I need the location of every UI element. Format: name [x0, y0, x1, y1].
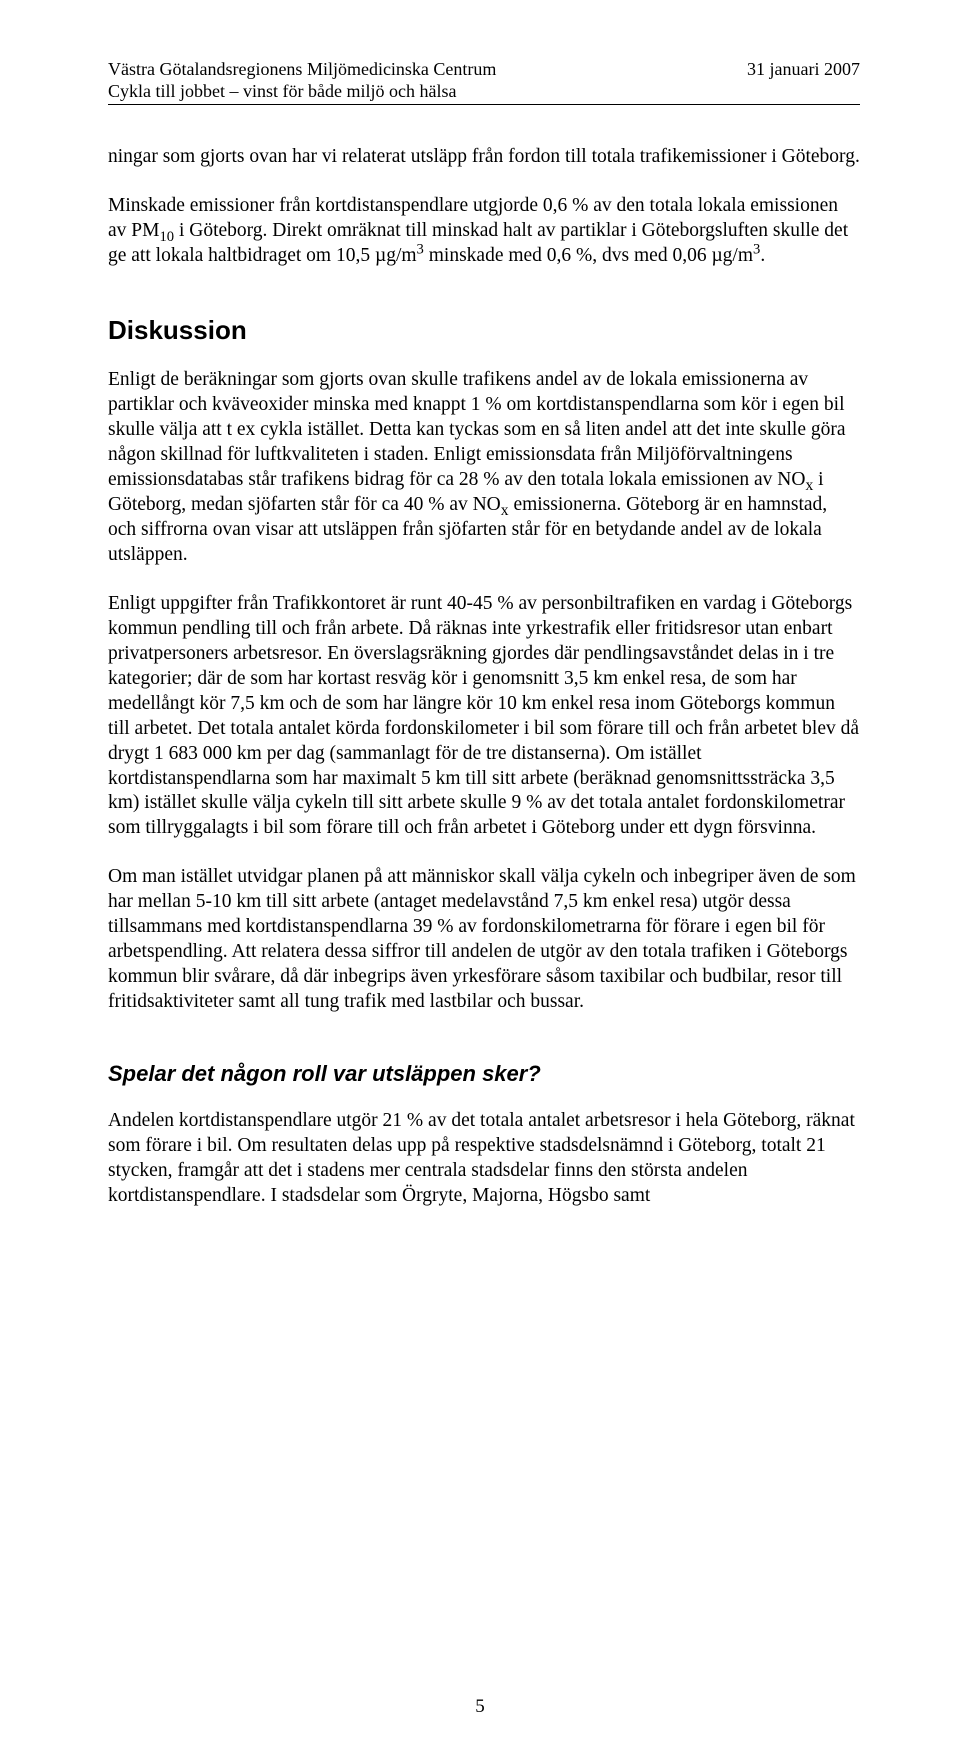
header-date: 31 januari 2007 [747, 58, 860, 81]
heading-spelar: Spelar det någon roll var utsläppen sker… [108, 1061, 860, 1087]
page: Västra Götalandsregionens Miljömedicinsk… [0, 0, 960, 1753]
paragraph-2: Minskade emissioner från kortdistanspend… [108, 194, 860, 269]
header-org: Västra Götalandsregionens Miljömedicinsk… [108, 58, 496, 81]
header-subtitle: Cykla till jobbet – vinst för både miljö… [108, 81, 860, 105]
paragraph-3: Enligt de beräkningar som gjorts ovan sk… [108, 368, 860, 568]
subscript-10: 10 [159, 229, 174, 245]
paragraph-6: Andelen kortdistanspendlare utgör 21 % a… [108, 1109, 860, 1209]
heading-diskussion: Diskussion [108, 315, 860, 346]
p3-fragment-a: Enligt de beräkningar som gjorts ovan sk… [108, 369, 846, 490]
page-header-row: Västra Götalandsregionens Miljömedicinsk… [108, 58, 860, 81]
p2-fragment-c: minskade med 0,6 %, dvs med 0,06 µg/m [424, 245, 753, 266]
paragraph-1: ningar som gjorts ovan har vi relaterat … [108, 145, 860, 170]
paragraph-5: Om man istället utvidgar planen på att m… [108, 865, 860, 1015]
paragraph-4: Enligt uppgifter från Trafikkontoret är … [108, 592, 860, 842]
superscript-3: 3 [417, 242, 424, 258]
page-number: 5 [0, 1696, 960, 1718]
p2-fragment-d: . [760, 245, 765, 266]
subscript-x: x [501, 502, 509, 519]
